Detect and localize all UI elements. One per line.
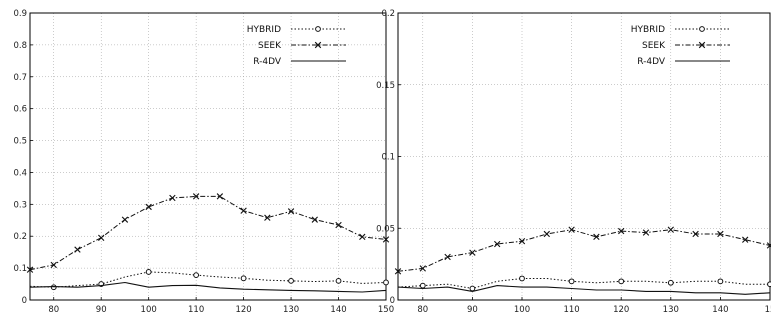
data-point-seek: [74, 246, 81, 253]
data-point-seek: [359, 233, 366, 241]
data-point-hybrid: [618, 278, 625, 285]
x-tick-label: 15: [765, 305, 771, 315]
legend-label-r-4dv: R-4DV: [637, 57, 666, 67]
data-point-seek: [121, 216, 129, 223]
series-line-r-4dv: [397, 285, 771, 295]
x-tick-label: 120: [235, 305, 251, 315]
legend-label-hybrid: HYBRID: [631, 25, 665, 35]
y-tick-label: 0.9: [13, 9, 27, 19]
data-point-hybrid: [335, 277, 342, 284]
y-tick-label: 0: [390, 296, 395, 306]
x-tick-label: 80: [417, 305, 428, 315]
x-tick-label: 120: [613, 305, 629, 315]
data-point-hybrid: [145, 269, 152, 275]
data-point-hybrid: [383, 279, 389, 286]
series-line-seek: [397, 229, 771, 272]
x-tick-label: 110: [188, 305, 204, 315]
data-point-hybrid: [717, 278, 724, 285]
data-point-hybrid: [240, 275, 247, 282]
data-point-hybrid: [419, 282, 426, 289]
data-point-seek: [717, 230, 724, 238]
y-tick-label: 0.1: [13, 264, 27, 274]
data-point-seek: [287, 208, 295, 215]
data-point-seek: [382, 236, 390, 243]
y-tick-label: 0.7: [13, 73, 27, 83]
legend-label-hybrid: HYBRID: [247, 25, 281, 35]
data-point-seek: [98, 234, 105, 242]
y-tick-label: 0.8: [13, 41, 27, 51]
x-tick-label: 140: [712, 305, 728, 315]
y-tick-label: 0.5: [13, 137, 27, 147]
data-point-hybrid: [50, 284, 57, 291]
data-point-seek: [593, 233, 600, 241]
data-point-seek: [169, 194, 176, 202]
series-line-hybrid: [397, 278, 770, 290]
data-point-seek: [766, 242, 771, 249]
data-point-seek: [419, 265, 426, 272]
y-tick-label: 0: [22, 296, 27, 306]
series-line-hybrid: [29, 271, 387, 288]
y-tick-label: 0.6: [13, 105, 27, 115]
data-point-seek: [692, 230, 699, 238]
data-point-seek: [667, 226, 674, 233]
y-tick-label: 0.1: [381, 153, 395, 163]
y-tick-label: 0.3: [13, 200, 27, 210]
series-line-seek: [29, 195, 387, 271]
data-point-seek: [240, 207, 247, 214]
data-point-seek: [618, 227, 625, 235]
legend-label-r-4dv: R-4DV: [253, 57, 282, 67]
legend-label-seek: SEEK: [642, 41, 666, 51]
data-point-seek: [335, 221, 342, 229]
x-tick-label: 100: [141, 305, 157, 315]
data-point-hybrid: [667, 279, 674, 286]
data-point-seek: [26, 266, 34, 273]
data-point-hybrid: [568, 278, 575, 285]
x-tick-label: 130: [663, 305, 679, 315]
data-point-seek: [145, 203, 152, 211]
legend-marker-seek: [698, 41, 706, 49]
legend-marker-seek: [314, 41, 322, 49]
data-point-seek: [394, 268, 402, 275]
y-tick-label: 0.2: [13, 232, 27, 242]
data-point-seek: [469, 249, 476, 256]
data-point-seek: [568, 226, 575, 233]
data-point-hybrid: [469, 285, 476, 292]
data-point-hybrid: [288, 277, 294, 284]
series-line-r-4dv: [29, 281, 387, 293]
data-point-hybrid: [519, 275, 525, 282]
chart-left: 0 0.1 0.2 0.3 0.4 0.5 0.6 0.7 0.8 0.9 80 90 100 110 12…: [13, 9, 394, 315]
data-point-hybrid: [193, 272, 200, 279]
chart-right: 0 0.05 0.1 0.15 0.2 80 90 100 110 120 130 140 15 HYBR…: [376, 9, 771, 315]
data-point-seek: [444, 253, 451, 261]
x-tick-label: 150: [378, 305, 394, 315]
data-point-hybrid: [767, 281, 771, 288]
legend-marker-hybrid: [699, 26, 705, 32]
data-point-seek: [742, 236, 749, 243]
data-point-seek: [642, 229, 650, 236]
x-tick-label: 140: [330, 305, 346, 315]
data-point-seek: [216, 193, 224, 200]
x-tick-label: 130: [283, 305, 299, 315]
y-tick-label: 0.15: [376, 81, 395, 91]
data-point-seek: [311, 216, 318, 223]
data-point-seek: [543, 230, 550, 238]
x-tick-label: 80: [48, 305, 59, 315]
data-point-seek: [50, 261, 57, 269]
data-point-seek: [494, 240, 501, 248]
x-tick-label: 100: [514, 305, 530, 315]
x-tick-label: 90: [467, 305, 478, 315]
y-tick-label: 0.4: [13, 168, 27, 178]
data-point-seek: [192, 193, 200, 200]
legend-label-seek: SEEK: [258, 41, 282, 51]
x-tick-label: 110: [563, 305, 579, 315]
y-tick-label: 0.05: [376, 224, 395, 234]
legend-marker-hybrid: [315, 26, 321, 32]
y-tick-label: 0.2: [381, 9, 395, 19]
plot-frame: [397, 12, 771, 301]
plot-frame: [29, 12, 387, 301]
x-tick-label: 90: [96, 305, 107, 315]
data-point-seek: [518, 237, 526, 245]
data-point-seek: [264, 214, 271, 221]
